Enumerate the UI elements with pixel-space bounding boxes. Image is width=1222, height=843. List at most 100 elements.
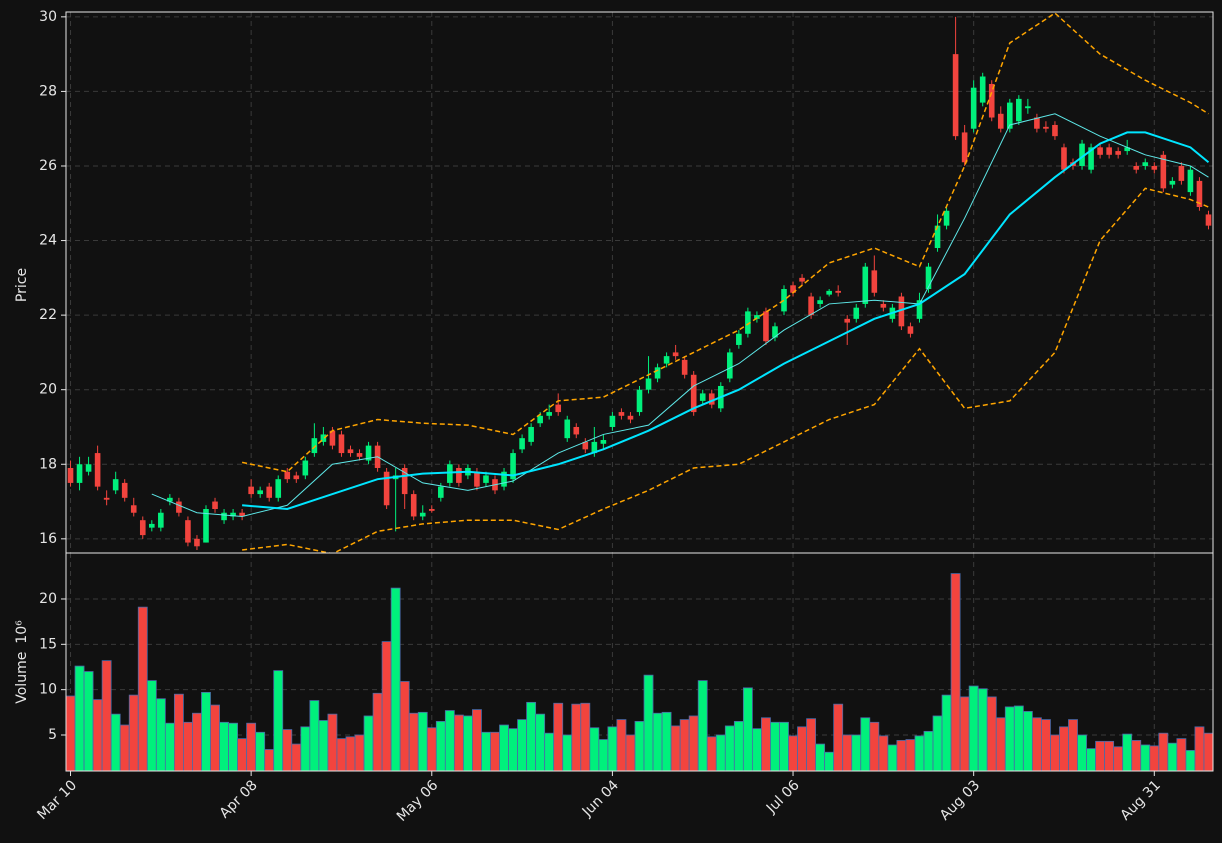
volume-bar: [634, 720, 645, 771]
volume-bar: [580, 702, 591, 771]
y-tick-label: 24: [39, 233, 57, 249]
candle-body: [519, 438, 525, 450]
volume-bar: [1140, 744, 1151, 771]
candle-body: [609, 415, 616, 427]
volume-bar: [309, 700, 320, 771]
volume-bar: [381, 641, 392, 771]
candle-body: [311, 438, 318, 454]
candle-body: [1115, 151, 1121, 155]
volume-bar: [526, 701, 537, 771]
candle-body: [230, 512, 236, 517]
volume-bar: [345, 736, 356, 771]
candle-body: [148, 523, 155, 528]
y-tick-label: 28: [39, 83, 57, 99]
volume-bar: [210, 704, 220, 771]
candle-body: [1079, 143, 1085, 166]
candle-body: [347, 449, 354, 454]
candle-body: [212, 501, 218, 510]
candle-body: [266, 486, 273, 498]
candle-body: [365, 445, 372, 461]
volume-bar: [571, 703, 582, 771]
volume-bar: [1113, 746, 1124, 771]
volume-bar: [173, 693, 184, 771]
candle-body: [754, 315, 760, 319]
volume-bar: [481, 731, 491, 771]
volume-bar: [508, 728, 518, 771]
volume-bar: [1068, 719, 1078, 771]
volume-bar: [417, 711, 428, 771]
volume-bar: [914, 735, 925, 771]
volume-bar: [977, 688, 988, 771]
candle-body: [600, 440, 607, 444]
volume-bar: [1149, 745, 1160, 771]
volume-bar: [155, 698, 166, 771]
volume-bar: [291, 743, 302, 771]
indicator-line: [242, 131, 1210, 511]
candle-body: [103, 497, 110, 500]
candle-body: [970, 87, 977, 129]
volume-bar: [101, 660, 112, 771]
volume-bar: [1203, 732, 1213, 771]
candle-body: [203, 509, 209, 543]
candle-body: [401, 467, 408, 495]
volume-bar: [336, 738, 347, 771]
volume-bar: [1059, 726, 1069, 771]
candle-body: [645, 378, 652, 390]
volume-bar: [1050, 734, 1060, 771]
candle-body: [672, 352, 679, 357]
volume-bar: [797, 726, 807, 771]
volume-bar: [544, 732, 555, 771]
candle-body: [835, 290, 841, 293]
candle-body: [745, 311, 751, 334]
candle-body: [221, 512, 227, 521]
candle-body: [537, 415, 543, 424]
volume-bar: [553, 702, 564, 771]
volume-bar: [453, 714, 464, 771]
candle-body: [428, 509, 435, 511]
candle-body: [736, 333, 742, 345]
volume-bar: [562, 734, 573, 771]
volume-bar: [1077, 734, 1087, 771]
volume-bar: [941, 694, 952, 771]
candle-body: [121, 482, 128, 498]
volume-bar: [806, 718, 817, 771]
candle-body: [997, 113, 1004, 129]
candle-body: [988, 83, 995, 118]
volume-bar: [354, 734, 365, 771]
volume-bar: [444, 710, 455, 771]
candle-body: [627, 415, 634, 420]
volume-scale: 10⁶: [14, 620, 30, 644]
volume-bar: [1104, 740, 1115, 771]
candle-body: [67, 467, 74, 483]
volume-bar: [110, 713, 121, 771]
volume-bar: [751, 728, 762, 771]
candle-body: [94, 453, 101, 487]
volume-bar: [896, 740, 907, 771]
y-tick-label: 16: [39, 531, 57, 547]
candle-body: [1142, 162, 1149, 166]
volume-bar: [1041, 719, 1051, 771]
volume-bar: [851, 734, 862, 771]
volume-bar: [878, 735, 889, 771]
candle-body: [925, 266, 932, 290]
volume-bar: [986, 696, 997, 771]
volume-bar: [824, 751, 835, 771]
volume-bar: [923, 730, 934, 771]
candle-body: [1097, 147, 1103, 155]
volume-bar: [201, 691, 211, 771]
volume-bar: [724, 725, 735, 771]
candle-body: [952, 54, 959, 137]
volume-bar: [83, 671, 94, 771]
volume-bar: [462, 715, 473, 771]
volume-bar: [1031, 717, 1042, 771]
candle-body: [880, 303, 887, 308]
indicator-line: [241, 12, 1209, 473]
y-tick-label: 22: [39, 307, 57, 323]
candle-body: [139, 520, 146, 536]
volume-bar: [1194, 726, 1205, 771]
candle-body: [528, 426, 534, 442]
candle-body: [474, 471, 480, 487]
volume-bar: [1095, 740, 1106, 771]
candle-body: [826, 290, 832, 295]
candle-body: [1187, 169, 1194, 193]
